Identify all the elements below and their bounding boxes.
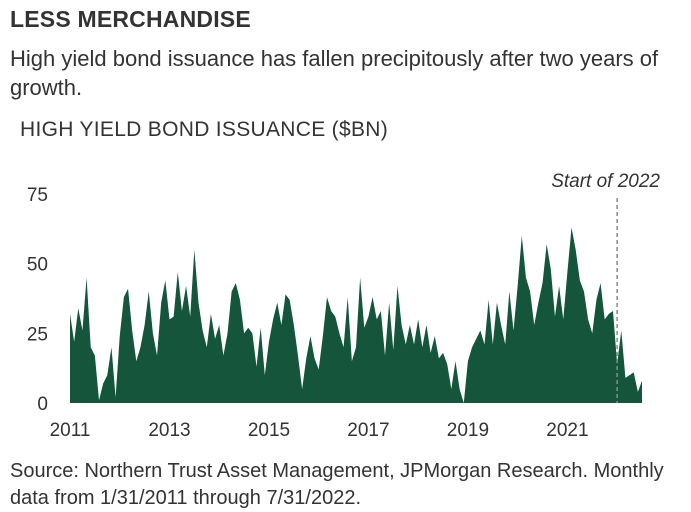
y-tick-label: 0 bbox=[37, 394, 48, 415]
y-axis: 0 25 50 75 bbox=[27, 185, 48, 415]
subtitle: High yield bond issuance has fallen prec… bbox=[10, 46, 659, 100]
y-tick-label: 25 bbox=[27, 324, 48, 345]
x-tick-label: 2021 bbox=[546, 420, 588, 441]
source-note: Source: Northern Trust Asset Management,… bbox=[10, 460, 664, 509]
chart-title: HIGH YIELD BOND ISSUANCE ($BN) bbox=[20, 118, 389, 141]
y-tick-label: 75 bbox=[27, 185, 48, 206]
x-tick-label: 2015 bbox=[248, 420, 290, 441]
x-tick-label: 2019 bbox=[447, 420, 489, 441]
x-tick-label: 2013 bbox=[148, 420, 190, 441]
chart: 0 25 50 75 2011 2013 2015 2017 2019 2021 Start o… bbox=[27, 171, 661, 441]
issuance-area bbox=[70, 227, 642, 403]
headline: LESS MERCHANDISE bbox=[10, 6, 251, 32]
start-2022-marker-label: Start of 2022 bbox=[551, 171, 660, 192]
y-tick-label: 50 bbox=[27, 255, 48, 276]
x-tick-label: 2017 bbox=[347, 420, 389, 441]
x-tick-label: 2011 bbox=[50, 420, 91, 441]
x-axis: 2011 2013 2015 2017 2019 2021 bbox=[50, 420, 589, 441]
